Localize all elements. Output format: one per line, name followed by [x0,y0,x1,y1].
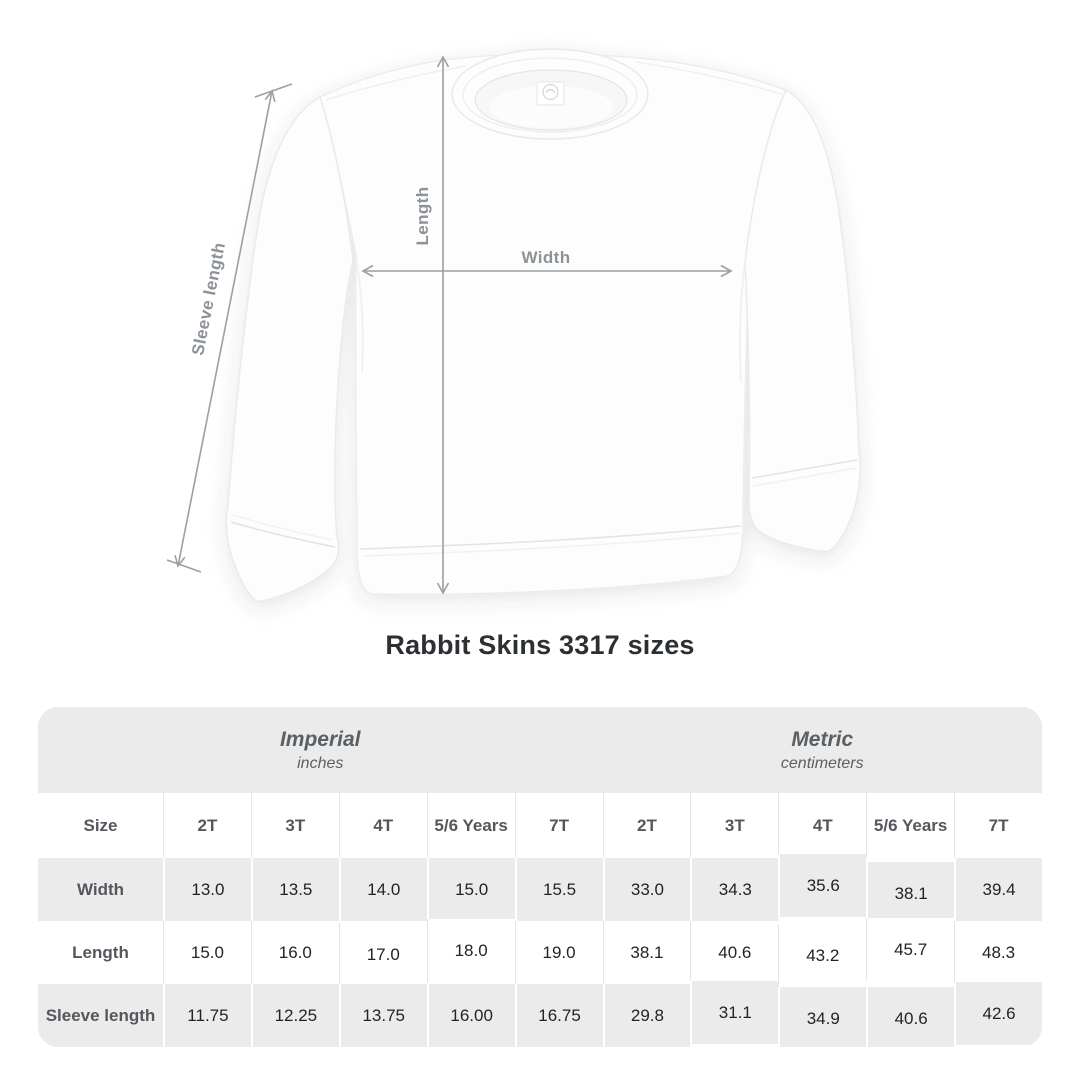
table-cell: 16.00 [426,984,515,1047]
width-arrowhead-right [720,264,733,278]
table-cell: 19.0 [514,921,603,984]
column-header: 4T [778,793,867,858]
table-cell: 38.1 [602,921,691,984]
table-cell: 40.6 [866,987,955,1047]
sweatshirt-body [319,53,787,596]
column-header: 5/6 Years [426,793,515,858]
table-cell: 13.0 [163,858,251,921]
sleeve-arrow-line [177,90,273,567]
metric-unit: centimeters [780,754,864,772]
table-cell: 13.5 [250,858,339,921]
table-cell: 35.6 [778,854,867,917]
table-cell: 34.9 [778,987,867,1047]
table-cell: 13.75 [338,984,427,1047]
sweatshirt-diagram: Width Length Sleeve length [166,48,861,603]
left-armpit-crease [355,257,364,373]
table-cell: 29.8 [602,984,691,1047]
width-label: Width [521,248,570,267]
row-label-length: Length [38,921,163,984]
dimension-arrows [166,55,733,595]
column-header: 4T [338,793,427,858]
length-arrowhead-bottom [436,582,450,595]
right-cuff-seam [751,459,858,479]
table-cell: 18.0 [426,919,515,982]
hem-seam [359,525,742,550]
sleeve-end-tick-bottom [166,559,202,573]
sweatshirt-left-sleeve [225,95,354,603]
metric-section-header: Metric centimeters [602,707,1042,793]
width-arrowhead-left [361,264,374,278]
table-cell: 34.3 [690,858,779,921]
table-cell: 17.0 [338,923,427,986]
imperial-section-header: Imperial inches [38,707,603,793]
right-shoulder-seam [635,61,783,95]
hem-seam-2 [361,532,740,557]
table-cell: 31.1 [690,981,779,1044]
right-armpit-crease [739,261,746,383]
table-cell: 11.75 [163,984,251,1047]
table-cell: 14.0 [338,858,427,921]
table-cell: 39.4 [954,858,1042,921]
neck-label-logo-mark [546,89,555,94]
table-cell: 40.6 [690,921,779,984]
size-column-header: Size [38,793,163,858]
table-cell: 15.0 [426,858,515,921]
collar-rib-seam [462,57,638,133]
table-cell: 15.5 [514,858,603,921]
sleeve-end-tick-top [254,83,293,98]
column-header: 2T [163,793,251,858]
imperial-label: Imperial [279,727,361,751]
table-cell: 16.75 [514,984,603,1047]
sweatshirt-illustration [225,48,861,603]
table-cell: 45.7 [866,918,955,981]
page-title: Rabbit Skins 3317 sizes [385,630,695,660]
column-header: 7T [514,793,603,858]
table-cell: 48.3 [954,921,1042,984]
collar-back-panel [489,86,613,128]
column-header: 3T [690,793,779,858]
table-cell: 33.0 [602,858,691,921]
row-label-sleeve-length: Sleeve length [38,984,163,1047]
column-header: 5/6 Years [866,793,955,858]
table-cell: 16.0 [250,921,339,984]
table-cell: 38.1 [866,862,955,925]
table-cell: 43.2 [778,924,867,987]
length-arrowhead-top [436,55,450,68]
column-header: 7T [954,793,1042,858]
length-label: Length [413,186,432,245]
table-cell: 15.0 [163,921,251,984]
imperial-unit: inches [297,754,344,772]
left-shoulder-seam [325,65,467,101]
left-cuff-seam [230,521,336,548]
row-label-width: Width [38,858,163,921]
metric-label: Metric [791,727,854,751]
sleeve-arrowhead-bottom [174,554,186,568]
neck-label-logo-icon [542,83,559,101]
table-cell: 12.25 [250,984,339,1047]
sweatshirt-right-sleeve [744,88,861,553]
table-cell: 42.6 [954,982,1042,1045]
left-cuff-seam-2 [232,514,334,541]
column-header: 3T [250,793,339,858]
column-header: 2T [602,793,691,858]
size-table: Imperial inches Metric centimeters Size … [38,707,1042,1047]
right-cuff-seam-2 [752,467,857,487]
